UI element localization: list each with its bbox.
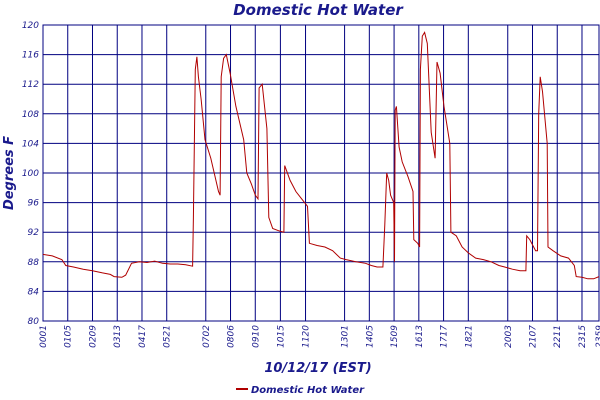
x-tick-label: 1509 bbox=[390, 325, 400, 348]
y-tick-label: 96 bbox=[28, 199, 40, 209]
x-tick-label: 2315 bbox=[578, 325, 588, 348]
x-tick-label: 1613 bbox=[415, 325, 425, 348]
x-tick-label: 0001 bbox=[39, 325, 49, 348]
x-tick-label: 1301 bbox=[341, 325, 351, 348]
y-axis-title: Degrees F bbox=[2, 136, 17, 210]
y-tick-label: 100 bbox=[22, 169, 39, 179]
y-tick-label: 80 bbox=[28, 317, 40, 327]
x-tick-label: 0702 bbox=[202, 325, 212, 348]
y-tick-label: 84 bbox=[28, 287, 40, 297]
x-tick-label: 0910 bbox=[251, 325, 261, 348]
x-tick-label: 0209 bbox=[88, 325, 98, 348]
x-tick-label: 0521 bbox=[163, 325, 173, 348]
y-tick-label: 108 bbox=[22, 110, 39, 120]
x-tick-label: 2003 bbox=[504, 325, 514, 348]
x-tick-label: 0313 bbox=[113, 325, 123, 348]
x-tick-label: 0417 bbox=[138, 325, 148, 348]
x-axis-title: 10/12/17 (EST) bbox=[264, 361, 371, 376]
x-tick-label: 2107 bbox=[528, 325, 538, 348]
x-tick-label: 1717 bbox=[440, 325, 450, 348]
x-tick-label: 0806 bbox=[227, 325, 237, 348]
x-tick-label: 1015 bbox=[276, 325, 286, 348]
y-tick-label: 116 bbox=[22, 51, 39, 61]
x-axis-ticks: 0001 0105 0209 0313 0417 0521 0702 0806 0910 1015… bbox=[39, 325, 600, 348]
series-line-domestic-hot-water bbox=[42, 31, 600, 280]
x-tick-label: 1821 bbox=[464, 325, 474, 348]
y-tick-label: 92 bbox=[28, 228, 40, 238]
legend: Domestic Hot Water bbox=[236, 385, 365, 396]
plot-border bbox=[42, 24, 600, 322]
y-tick-label: 88 bbox=[28, 258, 40, 268]
x-tick-label: 0105 bbox=[64, 325, 74, 348]
x-tick-label: 1405 bbox=[365, 325, 375, 348]
y-axis-ticks: 80 84 88 92 96 100 104 108 112 116 120 bbox=[22, 21, 39, 327]
x-tick-label: 2211 bbox=[553, 325, 563, 348]
grid bbox=[42, 24, 600, 322]
x-tick-label: 2359 bbox=[595, 325, 600, 348]
x-tick-label: 1120 bbox=[302, 325, 312, 348]
y-tick-label: 104 bbox=[22, 139, 39, 149]
legend-label: Domestic Hot Water bbox=[251, 385, 365, 396]
chart-title: Domestic Hot Water bbox=[233, 1, 404, 19]
y-tick-label: 112 bbox=[22, 80, 39, 90]
y-tick-label: 120 bbox=[22, 21, 39, 31]
